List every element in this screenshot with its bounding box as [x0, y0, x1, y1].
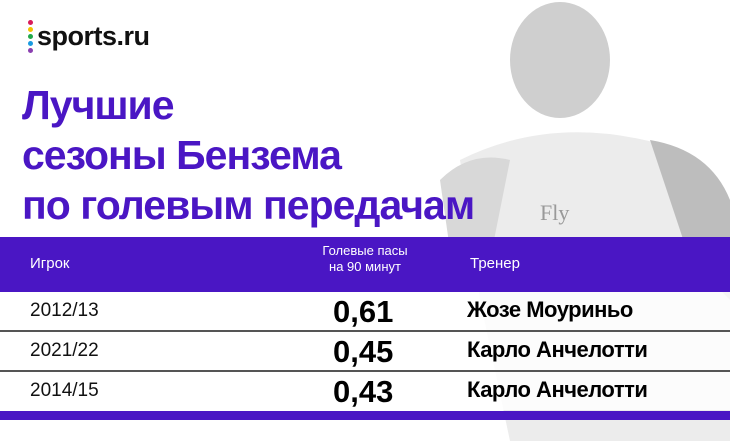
- coach-name: Карло Анчелотти: [467, 337, 648, 362]
- assists-value: 0,45: [333, 334, 394, 369]
- table-row: 2014/15 0,43 Карло Анчелотти: [0, 372, 730, 410]
- coach-name: Жозе Моуриньо: [467, 297, 633, 322]
- assists-value: 0,61: [333, 294, 394, 329]
- header-assists: Голевые пасы на 90 минут: [300, 243, 430, 275]
- title-line: по голевым передачам: [22, 182, 475, 228]
- sports-ru-logo: sports.ru: [28, 20, 150, 53]
- header-assists-line: Голевые пасы: [322, 243, 408, 258]
- table-body: 2012/13 0,61 Жозе Моуриньо 2021/22 0,45 …: [0, 292, 730, 410]
- logo-dot: [28, 41, 33, 46]
- title-line: Лучшие: [22, 82, 175, 128]
- logo-dot: [28, 34, 33, 39]
- season: 2012/13: [30, 300, 99, 321]
- header-player: Игрок: [30, 255, 70, 272]
- header-assists-line: на 90 минут: [329, 259, 401, 274]
- bottom-bar: [0, 411, 730, 420]
- coach-name: Карло Анчелотти: [467, 377, 648, 402]
- title-line: сезоны Бензема: [22, 132, 342, 178]
- logo-dot: [28, 20, 33, 25]
- logo-dot: [28, 48, 33, 53]
- table-row: 2021/22 0,45 Карло Анчелотти: [0, 332, 730, 372]
- season: 2014/15: [30, 380, 99, 401]
- logo-dot: [28, 27, 33, 32]
- assists-value: 0,43: [333, 374, 394, 409]
- table-header: Игрок Голевые пасы на 90 минут Тренер: [0, 237, 730, 292]
- logo-text: sports.ru: [37, 21, 150, 51]
- svg-text:Fly: Fly: [540, 200, 569, 225]
- header-coach: Тренер: [470, 255, 520, 272]
- logo-dots: [28, 20, 33, 53]
- page-title: Лучшие сезоны Бензема по голевым передач…: [22, 80, 475, 230]
- table-row: 2012/13 0,61 Жозе Моуриньо: [0, 292, 730, 332]
- season: 2021/22: [30, 340, 99, 361]
